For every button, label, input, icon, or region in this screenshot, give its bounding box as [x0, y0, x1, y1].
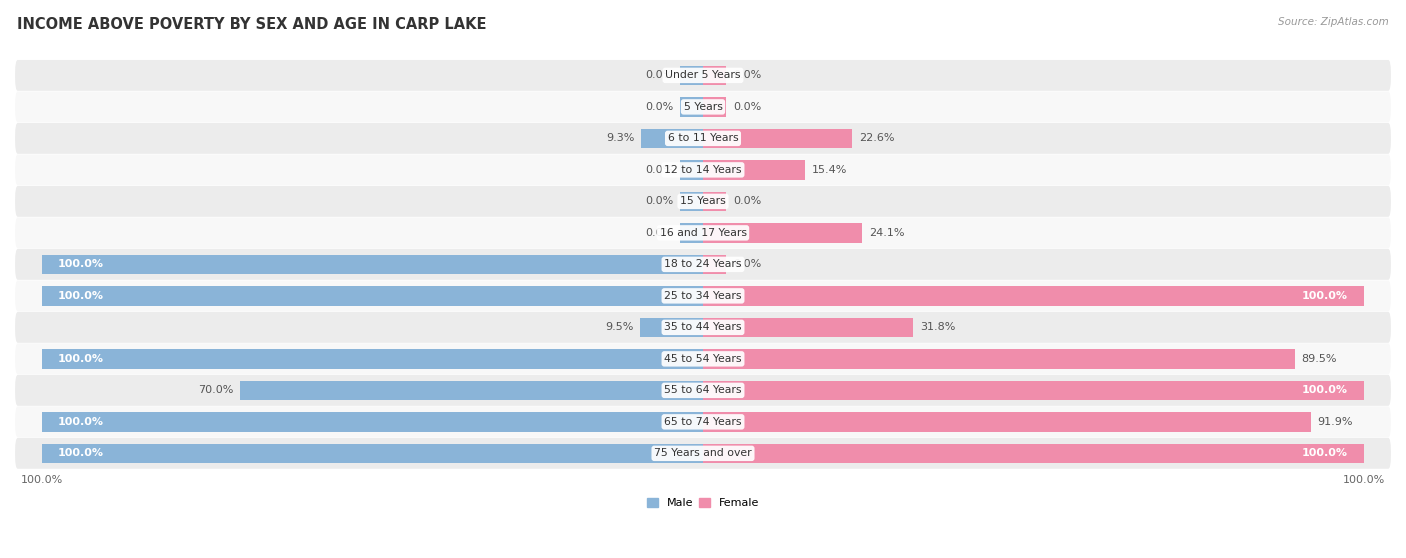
Text: 31.8%: 31.8%: [920, 323, 955, 333]
Text: 55 to 64 Years: 55 to 64 Years: [664, 386, 742, 396]
Text: 25 to 34 Years: 25 to 34 Years: [664, 291, 742, 301]
Text: 5 Years: 5 Years: [683, 102, 723, 112]
FancyBboxPatch shape: [15, 249, 1391, 280]
FancyBboxPatch shape: [15, 92, 1391, 122]
Text: 9.3%: 9.3%: [606, 133, 636, 143]
Bar: [703, 223, 862, 243]
FancyBboxPatch shape: [15, 60, 1391, 91]
Text: 0.0%: 0.0%: [733, 196, 761, 206]
Text: 18 to 24 Years: 18 to 24 Years: [664, 259, 742, 270]
Text: Source: ZipAtlas.com: Source: ZipAtlas.com: [1278, 17, 1389, 27]
Bar: [703, 191, 725, 211]
Bar: [703, 412, 1310, 432]
Text: 24.1%: 24.1%: [869, 228, 904, 238]
Text: 75 Years and over: 75 Years and over: [654, 448, 752, 458]
Text: 89.5%: 89.5%: [1302, 354, 1337, 364]
Text: 100.0%: 100.0%: [1302, 291, 1348, 301]
Text: 16 and 17 Years: 16 and 17 Years: [659, 228, 747, 238]
FancyBboxPatch shape: [15, 438, 1391, 469]
FancyBboxPatch shape: [15, 406, 1391, 437]
FancyBboxPatch shape: [15, 281, 1391, 311]
Text: 15 Years: 15 Years: [681, 196, 725, 206]
Bar: [42, 412, 703, 432]
Text: 100.0%: 100.0%: [1302, 386, 1348, 396]
Bar: [681, 66, 703, 85]
Bar: [640, 318, 703, 337]
Bar: [703, 66, 725, 85]
Text: 0.0%: 0.0%: [733, 259, 761, 270]
Bar: [42, 349, 703, 369]
Bar: [681, 160, 703, 180]
Bar: [42, 444, 703, 463]
Bar: [703, 128, 852, 148]
Text: 0.0%: 0.0%: [733, 102, 761, 112]
FancyBboxPatch shape: [15, 218, 1391, 248]
Bar: [42, 254, 703, 274]
Text: 22.6%: 22.6%: [859, 133, 894, 143]
Bar: [240, 381, 703, 400]
Bar: [703, 318, 914, 337]
Text: 70.0%: 70.0%: [198, 386, 233, 396]
Text: 65 to 74 Years: 65 to 74 Years: [664, 417, 742, 427]
Text: 0.0%: 0.0%: [645, 102, 673, 112]
Text: 91.9%: 91.9%: [1317, 417, 1353, 427]
FancyBboxPatch shape: [15, 186, 1391, 217]
Text: 100.0%: 100.0%: [58, 448, 104, 458]
Text: 100.0%: 100.0%: [58, 354, 104, 364]
Bar: [703, 381, 1364, 400]
Text: INCOME ABOVE POVERTY BY SEX AND AGE IN CARP LAKE: INCOME ABOVE POVERTY BY SEX AND AGE IN C…: [17, 17, 486, 32]
FancyBboxPatch shape: [15, 123, 1391, 154]
Bar: [681, 97, 703, 117]
Text: 100.0%: 100.0%: [58, 259, 104, 270]
Text: 9.5%: 9.5%: [605, 323, 634, 333]
Text: 6 to 11 Years: 6 to 11 Years: [668, 133, 738, 143]
Text: 0.0%: 0.0%: [733, 70, 761, 80]
Bar: [42, 286, 703, 306]
FancyBboxPatch shape: [15, 343, 1391, 374]
Bar: [703, 160, 804, 180]
Text: 35 to 44 Years: 35 to 44 Years: [664, 323, 742, 333]
FancyBboxPatch shape: [15, 155, 1391, 185]
Text: 100.0%: 100.0%: [58, 291, 104, 301]
Bar: [703, 254, 725, 274]
Text: 100.0%: 100.0%: [58, 417, 104, 427]
Bar: [703, 349, 1295, 369]
Bar: [641, 128, 703, 148]
FancyBboxPatch shape: [15, 312, 1391, 343]
Text: 0.0%: 0.0%: [645, 196, 673, 206]
Text: 12 to 14 Years: 12 to 14 Years: [664, 165, 742, 175]
Bar: [703, 286, 1364, 306]
Bar: [681, 223, 703, 243]
Text: 15.4%: 15.4%: [811, 165, 846, 175]
Text: Under 5 Years: Under 5 Years: [665, 70, 741, 80]
Text: 0.0%: 0.0%: [645, 228, 673, 238]
Text: 100.0%: 100.0%: [1302, 448, 1348, 458]
Text: 45 to 54 Years: 45 to 54 Years: [664, 354, 742, 364]
FancyBboxPatch shape: [15, 375, 1391, 406]
Legend: Male, Female: Male, Female: [643, 493, 763, 513]
Text: 0.0%: 0.0%: [645, 70, 673, 80]
Bar: [703, 444, 1364, 463]
Text: 0.0%: 0.0%: [645, 165, 673, 175]
Bar: [681, 191, 703, 211]
Bar: [703, 97, 725, 117]
